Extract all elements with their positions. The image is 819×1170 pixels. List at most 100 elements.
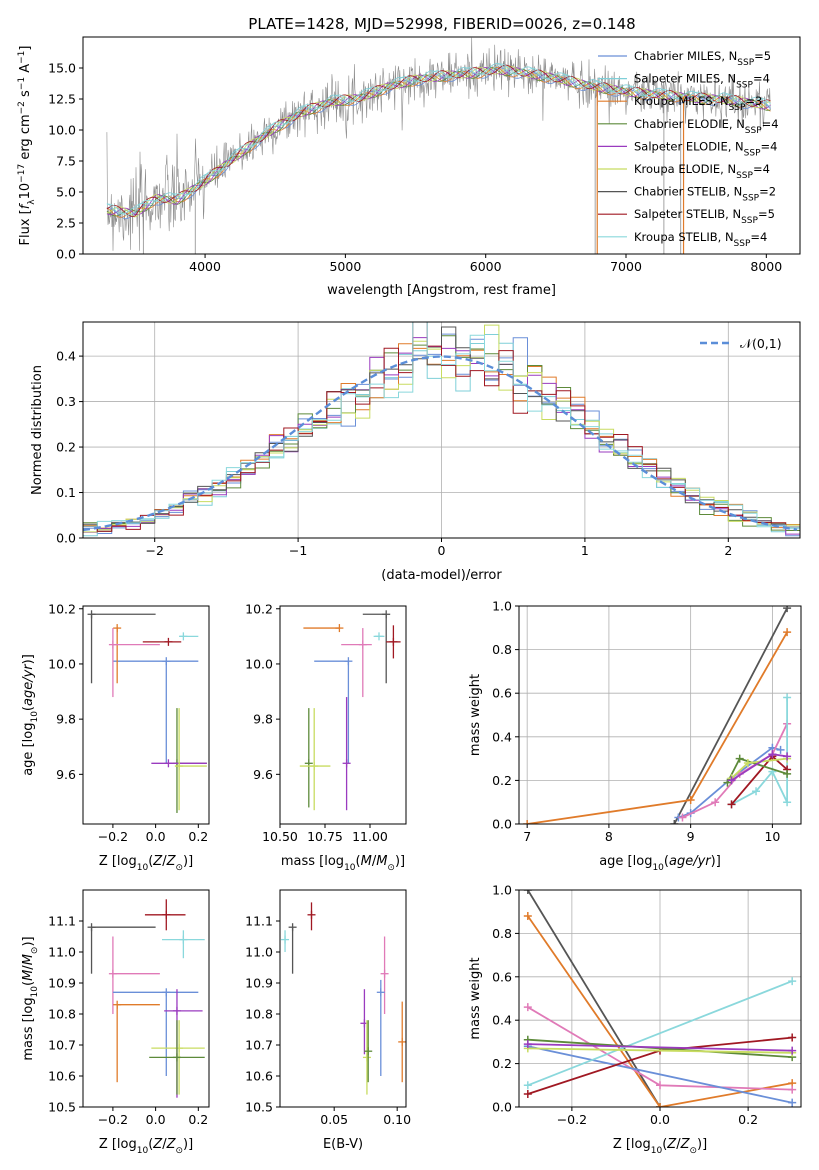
weight-line: [527, 1038, 793, 1058]
y-tick-label: 0.6: [492, 969, 512, 984]
y-tick-label: 10.6: [245, 1069, 273, 1084]
y-tick-label: 10.9: [48, 976, 76, 991]
weight-series: [523, 890, 664, 1107]
x-tick-label: 0.2: [188, 829, 208, 844]
weight-marker: [711, 798, 720, 807]
weight-marker: [743, 758, 752, 767]
x-tick-label: 7000: [610, 259, 642, 274]
errorbar-point: [362, 1020, 371, 1095]
x-axis-label: wavelength [Angstrom, rest frame]: [327, 283, 556, 298]
x-axis-label: age [log10(age/yr)]: [599, 854, 721, 873]
age_vs_Z-panel: −0.2 0.0 0.2 9.6 9.8 10.0 10.2 Z [log10(Z/Z⊙)] a…: [21, 601, 210, 873]
weight-marker: [678, 813, 687, 822]
figure-title: PLATE=1428, MJD=52998, FIBERID=0026, z=0…: [248, 15, 635, 33]
y-tick-label: 0.8: [492, 926, 512, 941]
x-tick-label: −0.2: [557, 1112, 587, 1127]
y-tick-label: 0.0: [56, 531, 76, 546]
weight-marker: [783, 693, 792, 702]
errorbar-point: [364, 1020, 373, 1083]
errorbar-point: [174, 708, 207, 811]
spectrum-model-line: [106, 64, 771, 217]
y-tick-label: 0.2: [492, 773, 512, 788]
x-axis-label: E(B-V): [323, 1137, 363, 1152]
histogram-step: [83, 322, 800, 528]
y-tick-label: 11.1: [48, 914, 76, 929]
errorbar-point: [108, 628, 160, 698]
legend-label: Salpeter STELIB, NSSP=5: [634, 207, 775, 226]
y-tick-label: 9.8: [56, 712, 76, 727]
weight-series: [727, 750, 792, 785]
y-tick-label: 0.8: [492, 642, 512, 657]
weight-marker: [788, 1085, 797, 1094]
errorbar-point: [386, 625, 401, 659]
y-tick-label: 10.7: [48, 1038, 76, 1053]
errorbar-point: [87, 610, 156, 684]
x-tick-label: 0: [438, 543, 446, 558]
errorbar-point: [144, 899, 186, 931]
x-axis-label: (data-model)/error: [381, 568, 502, 583]
x-tick-label: 0.2: [188, 1112, 208, 1127]
weight-marker: [523, 1040, 532, 1049]
weight-marker: [788, 1033, 797, 1042]
axes-frame: [82, 36, 801, 255]
y-tick-label: 0.4: [492, 1013, 512, 1028]
weight-marker: [768, 750, 777, 759]
weight-marker: [523, 912, 532, 921]
errorbar-point: [373, 632, 385, 641]
errorbar-point: [304, 708, 313, 808]
weight-line: [527, 1043, 793, 1052]
x-tick-label: 8000: [750, 259, 782, 274]
errorbar-point: [112, 988, 199, 1076]
weight-marker: [686, 796, 695, 805]
legend-label: Kroupa ELODIE, NSSP=4: [634, 162, 770, 181]
axes-frame: [279, 605, 407, 825]
weight-line: [527, 1045, 793, 1104]
y-tick-label: 9.8: [253, 712, 273, 727]
age_vs_mass-panel: 10.50 10.75 11.00 9.6 9.8 10.0 10.2 mass [log10…: [245, 601, 407, 873]
weight-line: [527, 890, 661, 1107]
weight-series: [670, 606, 792, 824]
x-tick-label: 0.10: [383, 1112, 411, 1127]
weight-marker: [656, 1081, 664, 1090]
mass_vs_ebv-panel: 0.05 0.10 10.5 10.6 10.7 10.8 10.9 11.0 11.1 E(B-…: [245, 889, 411, 1152]
massweight_vs_age-panel: 7 8 9 10 0.0 0.2 0.4 0.6 0.8 1.0 age [log10(age/yr…: [468, 599, 802, 873]
weight-series: [523, 912, 797, 1107]
errorbar-point: [314, 657, 353, 764]
weight-marker: [752, 787, 761, 796]
legend-label: 𝒩(0,1): [740, 336, 782, 351]
y-tick-label: 10.5: [245, 1100, 273, 1115]
y-tick-label: 0.6: [492, 686, 512, 701]
spectrum-panel: 4000 5000 6000 7000 8000 0.0 2.5 5.0 7.5 10.0 12.5…: [17, 36, 801, 298]
y-tick-label: 0.0: [492, 1100, 512, 1115]
spectrum-model-line: [106, 63, 771, 216]
weight-marker: [723, 778, 732, 787]
weight-series: [727, 693, 792, 809]
errorbar-point: [303, 624, 344, 633]
x-axis-label: Z [log10(Z/Z⊙)]: [613, 1137, 707, 1156]
y-tick-label: 0.4: [56, 349, 76, 364]
y-tick-label: 0.1: [56, 485, 76, 500]
weight-marker: [783, 606, 792, 613]
x-tick-label: 0.0: [650, 1112, 670, 1127]
x-tick-label: 0.05: [320, 1112, 348, 1127]
x-tick-label: −1: [289, 543, 307, 558]
massweight_vs_Z-panel: −0.2 0.0 0.2 0.0 0.2 0.4 0.6 0.8 1.0 Z [log10(Z/Z…: [468, 883, 802, 1156]
y-tick-label: 1.0: [492, 883, 512, 898]
x-axis-label: Z [log10(Z/Z⊙)]: [99, 854, 193, 873]
normal-curve: [83, 355, 798, 532]
errorbar-point: [172, 708, 207, 813]
x-tick-label: −2: [145, 543, 163, 558]
y-axis-label: Normed distribution: [30, 365, 45, 495]
y-tick-label: 12.5: [48, 92, 76, 107]
weight-marker: [783, 628, 792, 637]
weight-marker: [788, 1046, 797, 1055]
errorbar-point: [380, 936, 389, 1014]
y-tick-label: 10.8: [245, 1007, 273, 1022]
y-tick-label: 0.2: [56, 440, 76, 455]
legend-label: Chabrier ELODIE, NSSP=4: [634, 117, 779, 136]
y-tick-label: 10.9: [245, 976, 273, 991]
x-tick-label: 1: [581, 543, 589, 558]
errorbar-point: [108, 936, 160, 1014]
errorbar-point: [341, 628, 372, 698]
weight-marker: [523, 1089, 532, 1098]
